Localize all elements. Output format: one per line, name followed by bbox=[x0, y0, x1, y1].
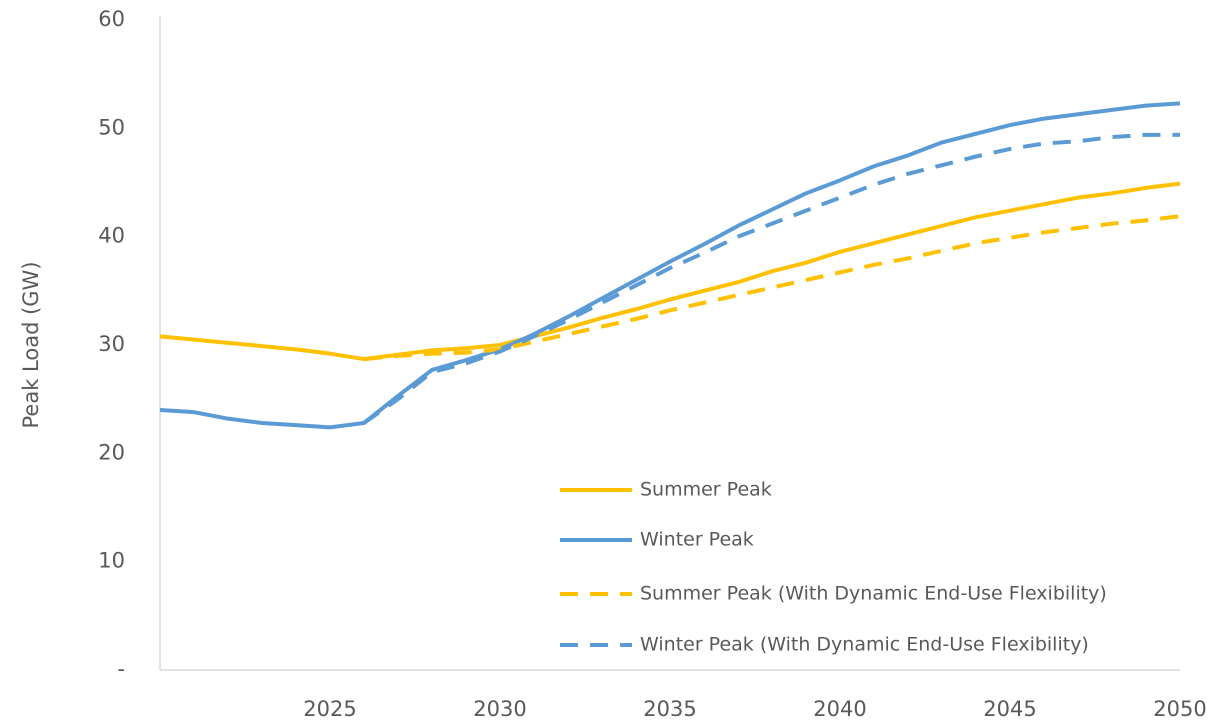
y-tick-label: 40 bbox=[98, 224, 125, 248]
legend-label: Summer Peak bbox=[640, 479, 772, 501]
y-tick-label: 60 bbox=[98, 7, 125, 31]
series-line bbox=[362, 132, 1180, 425]
y-tick-label: 10 bbox=[98, 549, 125, 573]
x-tick-label: 2030 bbox=[473, 697, 526, 721]
legend-label: Winter Peak (With Dynamic End-Use Flexib… bbox=[640, 634, 1089, 656]
y-tick-label: 30 bbox=[98, 332, 125, 356]
y-axis-label: Peak Load (GW) bbox=[19, 261, 43, 428]
y-tick-label: 50 bbox=[98, 115, 125, 139]
legend-label: Summer Peak (With Dynamic End-Use Flexib… bbox=[640, 583, 1107, 605]
series-line bbox=[159, 181, 1181, 362]
x-tick-label: 2040 bbox=[813, 697, 866, 721]
y-tick-label: 20 bbox=[98, 440, 125, 464]
x-tick-label: 2025 bbox=[303, 697, 356, 721]
legend-label: Winter Peak bbox=[640, 529, 754, 551]
x-tick-label: 2045 bbox=[983, 697, 1036, 721]
x-tick-label: 2050 bbox=[1153, 697, 1206, 721]
series-line bbox=[363, 214, 1181, 362]
x-tick-label: 2035 bbox=[643, 697, 696, 721]
y-tick-label: - bbox=[117, 657, 125, 681]
series-line bbox=[159, 101, 1181, 430]
